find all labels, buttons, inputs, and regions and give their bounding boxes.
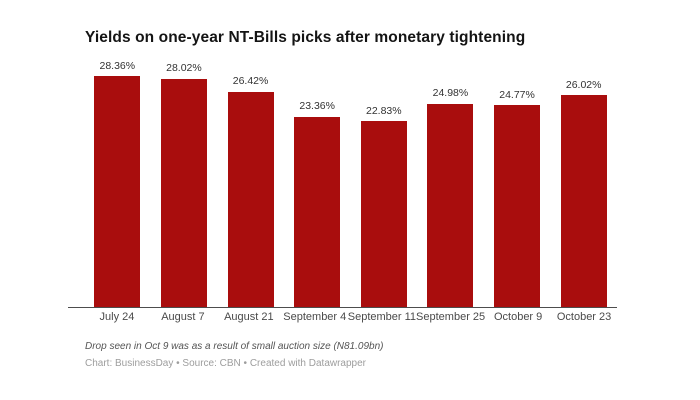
bar-value-label: 28.02% [166,62,202,75]
bar[interactable] [227,91,274,307]
bar-value-label: 26.42% [232,75,269,88]
x-axis-label: July 24 [99,311,135,323]
x-axis-label: September 25 [416,311,486,323]
x-axis-label: October 23 [556,311,612,323]
bar-slot: 26.42% [217,76,284,307]
x-axis: July 24 August 7 August 21 September 4 Septe… [84,312,617,323]
bar[interactable] [494,105,541,307]
x-axis-label: September 4 [283,311,347,323]
chart-title: Yields on one-year NT-Bills picks after … [85,29,526,46]
bars-row: 28.36% 28.02% 26.42% 23.36% 22.83% 24.98% 24.7… [84,57,617,307]
bar[interactable] [94,76,141,307]
x-axis-label: August 21 [224,311,274,323]
x-axis-label: October 9 [493,311,543,323]
chart-footer: Drop seen in Oct 9 was as a result of sm… [85,341,383,370]
bar[interactable] [294,116,341,307]
bar-slot: 28.02% [151,63,218,307]
x-axis-label: August 7 [161,311,205,323]
x-axis-label: September 11 [347,311,417,323]
bar-value-label: 22.83% [366,104,402,117]
bar[interactable] [360,121,407,307]
bar-slot: 23.36% [284,101,351,307]
bar-slot: 28.36% [84,59,151,307]
bar-slot: 22.83% [351,104,418,307]
bar-value-label: 28.36% [99,59,136,72]
bar-value-label: 23.36% [299,100,335,113]
bar[interactable] [427,103,474,307]
chart-note: Drop seen in Oct 9 was as a result of sm… [85,341,384,352]
bar[interactable] [560,95,607,307]
bar[interactable] [160,78,207,307]
bar-value-label: 24.98% [432,87,469,99]
bar-slot: 26.02% [550,80,617,307]
bar-value-label: 24.77% [499,88,535,101]
bar-value-label: 26.02% [565,78,602,91]
plot-area: 28.36% 28.02% 26.42% 23.36% 22.83% 24.98% 24.7… [68,57,617,308]
bar-slot: 24.77% [484,90,551,307]
chart-attribution: Chart: BusinessDay • Source: CBN • Creat… [85,357,367,369]
bar-slot: 24.98% [417,88,484,307]
